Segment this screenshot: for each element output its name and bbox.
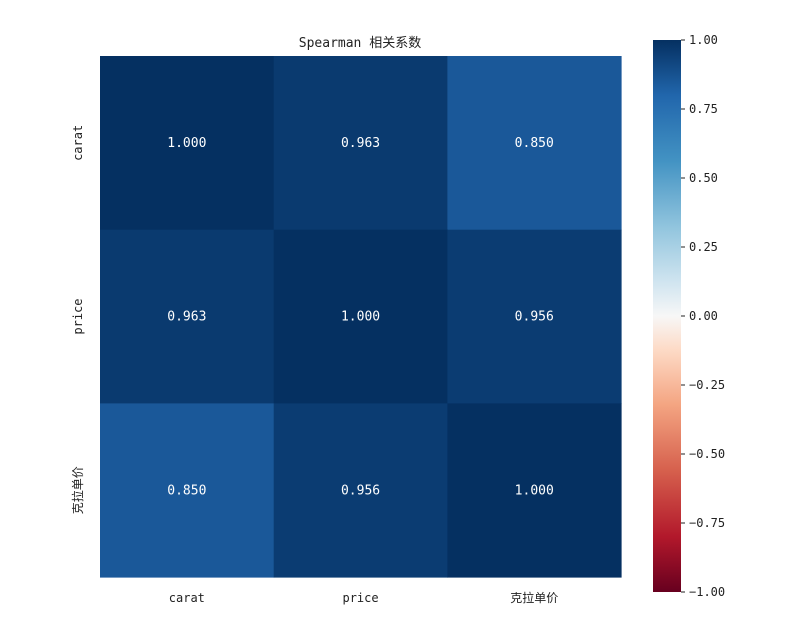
cell-value-label-0-0: 1.000 [167,136,206,151]
x-tick-label: carat [169,591,205,605]
colorbar-tick-label: 0.00 [689,309,718,323]
y-tick-label: carat [71,125,85,161]
x-tick-label: 克拉单价 [510,590,558,605]
heatmap-cell-0-0 [100,56,275,231]
heatmap-cell-0-1 [273,56,448,231]
cell-value-label-1-2: 0.956 [515,310,554,325]
cell-value-label-2-0: 0.850 [167,483,206,498]
colorbar-tick-label: −1.00 [689,585,725,599]
colorbar: 1.00 0.75 0.50 0.25 0.00 −0.25 −0.50 −0.75 −1.00 [653,33,725,599]
heatmap-cell-1-2 [447,229,622,404]
heatmap-cell-2-1 [273,403,448,578]
y-tick-label: price [71,298,85,334]
y-tick-label: 克拉单价 [70,466,85,514]
cell-value-label-1-0: 0.963 [167,310,206,325]
heatmap-cell-2-2 [447,403,622,578]
cell-value-label-1-1: 1.000 [341,310,380,325]
colorbar-tick-label: −0.75 [689,516,725,530]
cell-value-label-2-1: 0.956 [341,483,380,498]
colorbar-tick-label: 0.75 [689,102,718,116]
cell-value-label-0-1: 0.963 [341,136,380,151]
cell-value-label-2-2: 1.000 [515,483,554,498]
colorbar-tick-label: −0.50 [689,447,725,461]
chart-title: Spearman 相关系数 [299,36,421,51]
colorbar-tick-label: −0.25 [689,378,725,392]
heatmap-cell-1-0 [100,229,275,404]
colorbar-tick-label: 0.50 [689,171,718,185]
colorbar-tick-label: 0.25 [689,240,718,254]
colorbar-tick-label: 1.00 [689,33,718,47]
x-tick-label: price [342,591,378,605]
heatmap-cell-0-2 [447,56,622,231]
cell-value-label-0-2: 0.850 [515,136,554,151]
colorbar-gradient [653,40,681,592]
heatmap-cell-1-1 [273,229,448,404]
heatmap-cell-2-0 [100,403,275,578]
